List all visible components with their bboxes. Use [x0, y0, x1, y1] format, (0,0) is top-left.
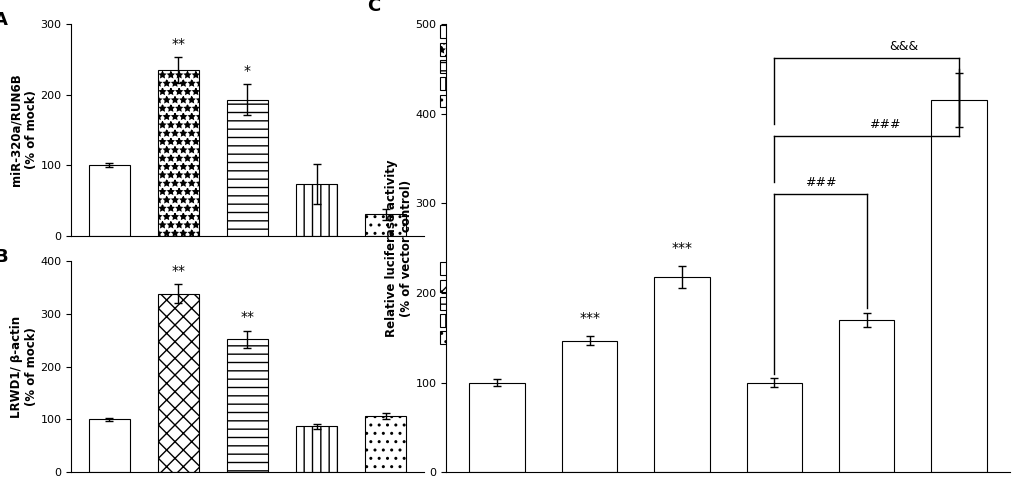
Y-axis label: miR-320a/RUN6B
(% of mock): miR-320a/RUN6B (% of mock) [10, 73, 38, 186]
Bar [365, 214, 406, 236]
Text: ***: *** [671, 241, 692, 255]
Bar [653, 277, 709, 472]
Text: ###: ### [804, 176, 836, 189]
Text: **: ** [240, 310, 254, 324]
Bar [158, 294, 199, 472]
Bar [296, 184, 337, 236]
Bar [158, 70, 199, 236]
Bar [469, 383, 525, 472]
Legend: Mock, SNP, H₂O₂, L-NAME+SNP, NAC+H₂O₂: Mock, SNP, H₂O₂, L-NAME+SNP, NAC+H₂O₂ [439, 26, 540, 107]
Text: A: A [0, 12, 8, 29]
Bar [561, 341, 616, 472]
Bar [296, 427, 337, 472]
Text: **: ** [171, 264, 185, 278]
Text: *: * [244, 64, 251, 78]
Y-axis label: LRWD1/ β-actin
(% of mock): LRWD1/ β-actin (% of mock) [10, 316, 38, 418]
Legend: Mock, SNP, H₂O₂, L-NAME+SNP, NAC+H₂O₂: Mock, SNP, H₂O₂, L-NAME+SNP, NAC+H₂O₂ [439, 262, 540, 344]
Text: &&&: &&& [889, 40, 917, 53]
Text: ***: *** [579, 311, 599, 325]
Text: B: B [0, 248, 7, 266]
Bar [365, 416, 406, 472]
Text: **: ** [171, 37, 185, 51]
Bar [226, 339, 268, 472]
Bar [89, 165, 130, 236]
Bar [930, 100, 985, 472]
Bar [746, 383, 801, 472]
Y-axis label: Relative luciferase activity
(% of vector control): Relative luciferase activity (% of vecto… [384, 160, 413, 337]
Text: C: C [367, 0, 380, 15]
Text: ###: ### [868, 118, 900, 131]
Bar [838, 320, 894, 472]
Bar [226, 99, 268, 236]
Bar [89, 419, 130, 472]
